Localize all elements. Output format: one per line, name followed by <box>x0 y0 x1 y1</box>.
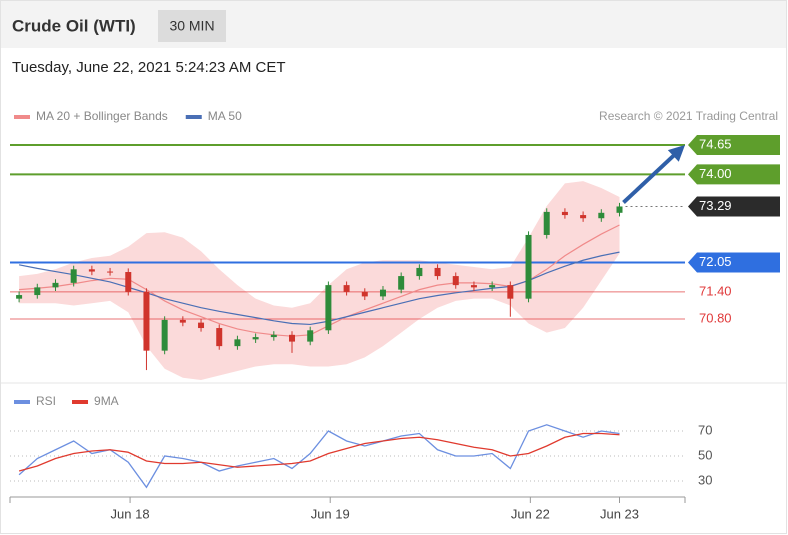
candle-body <box>507 285 514 299</box>
x-tick-label: Jun 22 <box>511 506 550 521</box>
legend-label: RSI <box>36 394 56 408</box>
level-label: 73.29 <box>699 198 732 213</box>
candle-body <box>70 269 77 283</box>
candle-body <box>88 269 95 272</box>
candle-body <box>416 267 423 277</box>
legend-swatch <box>185 115 202 119</box>
candle-body <box>143 291 150 351</box>
credit: Research © 2021 Trading Central <box>599 109 778 123</box>
candle-body <box>34 287 41 296</box>
candle-body <box>543 211 550 235</box>
interval[interactable]: 30 MIN <box>169 18 214 34</box>
candle-body <box>616 206 623 213</box>
candle-body <box>598 212 605 219</box>
level-box <box>688 135 780 156</box>
candle-body <box>16 295 23 299</box>
legend-label: MA 50 <box>208 109 242 123</box>
level-label: 71.40 <box>699 283 732 298</box>
interval-badge[interactable] <box>158 10 226 42</box>
candle-body <box>470 285 477 288</box>
candle-body <box>452 276 459 286</box>
arrow-head <box>667 145 685 162</box>
legend-label: MA 20 + Bollinger Bands <box>36 109 168 123</box>
y-tick-label: 50 <box>698 447 712 462</box>
level-box <box>688 252 780 273</box>
level-label: 70.80 <box>699 310 732 325</box>
timestamp: Tuesday, June 22, 2021 5:24:23 AM CET <box>12 59 286 76</box>
level-label: 72.05 <box>699 254 732 269</box>
arrow-shaft <box>622 150 680 204</box>
candle-body <box>234 339 241 347</box>
level-label: 74.00 <box>699 166 732 181</box>
y-tick-label: 70 <box>698 422 712 437</box>
header-bar <box>1 1 786 48</box>
candle-body <box>561 211 568 216</box>
candle-body <box>289 334 296 342</box>
candle-body <box>252 337 259 340</box>
candle-body <box>216 328 223 347</box>
bollinger-band <box>19 181 620 381</box>
candle-body <box>434 267 441 277</box>
candle-body <box>270 334 277 338</box>
candle-body <box>398 276 405 290</box>
legend-swatch <box>72 400 89 404</box>
candle-body <box>525 234 532 299</box>
candle-body <box>307 330 314 342</box>
legend-swatch <box>14 400 30 404</box>
rsi-line <box>18 424 620 489</box>
x-tick-label: Jun 23 <box>600 506 639 521</box>
y-tick-label: 30 <box>698 472 712 487</box>
level-label: 74.65 <box>699 136 732 151</box>
candle-body <box>361 291 368 297</box>
candle-body <box>52 282 59 288</box>
title: Crude Oil (WTI) <box>12 16 136 35</box>
candle-body <box>198 322 205 329</box>
legend-label: 9MA <box>94 394 119 408</box>
x-tick-label: Jun 18 <box>111 506 150 521</box>
level-box <box>688 164 780 185</box>
level-box <box>688 196 780 217</box>
rsi-line <box>18 432 620 472</box>
candle-body <box>125 272 132 292</box>
ma-line <box>18 251 620 326</box>
candle-body <box>179 319 186 323</box>
candle-body <box>325 285 332 331</box>
candle-body <box>161 319 168 351</box>
legend-swatch <box>14 115 30 119</box>
candle-body <box>489 285 496 288</box>
candle-body <box>343 285 350 292</box>
candle-body <box>379 289 386 297</box>
candle-body <box>107 271 114 273</box>
x-tick-label: Jun 19 <box>311 506 350 521</box>
candle-body <box>580 215 587 219</box>
